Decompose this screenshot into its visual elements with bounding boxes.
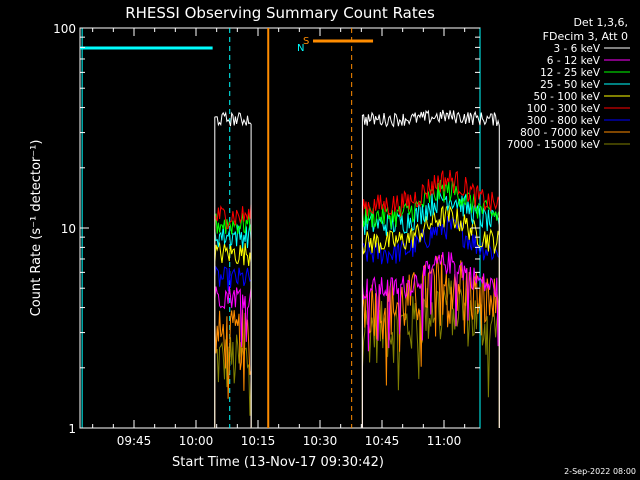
legend-label: 7000 - 15000 keV xyxy=(507,139,601,151)
x-tick-label: 10:15 xyxy=(241,434,276,448)
plot-frame xyxy=(79,27,481,429)
x-axis: 09:45 10:00 10:15 10:30 10:45 11:00 xyxy=(92,28,466,448)
y-tick-label: 1 xyxy=(68,422,76,436)
series-segment-1 xyxy=(214,111,252,428)
series-segment-1 xyxy=(214,265,252,428)
series-segment-1 xyxy=(214,223,252,428)
night-label: N xyxy=(297,43,304,54)
x-tick-label: 09:45 xyxy=(117,434,152,448)
series-layer xyxy=(214,109,500,428)
series-segment-2 xyxy=(361,216,500,428)
series-segment-2 xyxy=(361,204,500,428)
legend-header-2: FDecim 3, Att 0 xyxy=(543,30,628,43)
chart-title: RHESSI Observing Summary Count Rates xyxy=(125,4,435,22)
legend-label: 800 - 7000 keV xyxy=(520,127,601,139)
series-segment-1 xyxy=(214,212,252,428)
markers-layer: SN xyxy=(80,28,481,428)
series-segment-2 xyxy=(361,251,500,428)
y-tick-label: 10 xyxy=(61,222,76,236)
series-segment-1 xyxy=(214,286,252,428)
series-12-25kev xyxy=(214,179,500,428)
series-3-6kev xyxy=(214,109,500,428)
y-axis: 1 10 100 xyxy=(53,22,480,436)
saa-label: S xyxy=(303,36,309,47)
legend-label: 300 - 800 keV xyxy=(527,115,601,127)
x-tick-label: 10:45 xyxy=(365,434,400,448)
series-300-800kev xyxy=(214,216,500,428)
legend-header-1: Det 1,3,6, xyxy=(573,16,628,29)
x-axis-label: Start Time (13-Nov-17 09:30:42) xyxy=(172,455,384,470)
series-segment-2 xyxy=(361,170,500,428)
legend-label: 12 - 25 keV xyxy=(540,67,601,79)
legend-label: 100 - 300 keV xyxy=(527,103,601,115)
x-tick-label: 10:00 xyxy=(179,434,214,448)
legend-label: 3 - 6 keV xyxy=(553,43,600,55)
x-tick-label: 10:30 xyxy=(303,434,338,448)
legend-label: 50 - 100 keV xyxy=(533,91,600,103)
y-tick-label: 100 xyxy=(53,22,76,36)
series-segment-2 xyxy=(361,179,500,428)
y-axis-label: Count Rate (s⁻¹ detector⁻¹) xyxy=(29,140,44,317)
series-segment-2 xyxy=(361,109,500,428)
footer-date: 2-Sep-2022 08:00 xyxy=(564,467,636,476)
x-tick-label: 11:00 xyxy=(427,434,462,448)
series-100-300kev xyxy=(214,170,500,428)
series-6-12kev xyxy=(214,251,500,428)
series-segment-1 xyxy=(214,334,252,428)
series-segment-1 xyxy=(214,204,252,428)
legend-label: 6 - 12 keV xyxy=(547,55,601,67)
legend-label: 25 - 50 keV xyxy=(540,79,601,91)
